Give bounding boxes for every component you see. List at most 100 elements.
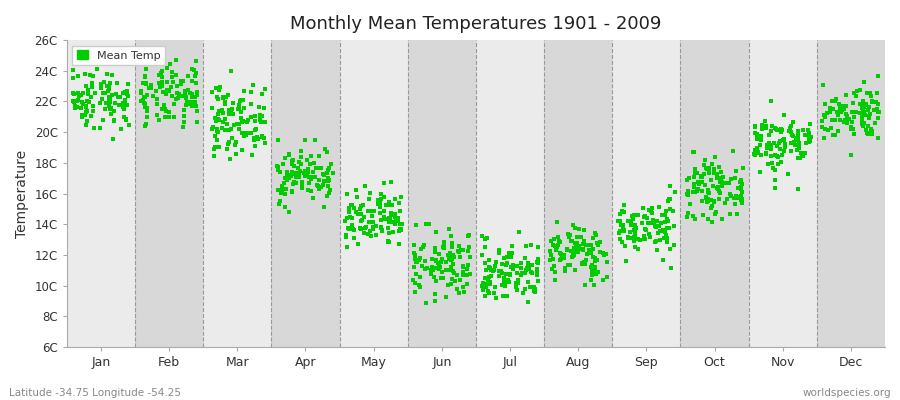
Point xyxy=(496,293,510,300)
Point xyxy=(652,228,667,234)
Point xyxy=(424,267,438,273)
Point xyxy=(519,265,534,272)
Point xyxy=(218,101,232,107)
Point xyxy=(189,80,203,86)
Point xyxy=(450,286,464,292)
Point xyxy=(68,104,82,111)
Point xyxy=(506,262,520,269)
Point xyxy=(165,74,179,80)
Point xyxy=(253,112,267,118)
Point xyxy=(580,242,594,248)
Point xyxy=(393,208,408,214)
Point xyxy=(445,256,459,262)
Point xyxy=(391,218,405,225)
Point xyxy=(846,90,860,96)
Point xyxy=(176,78,191,84)
Point xyxy=(453,277,467,283)
Point xyxy=(758,118,772,124)
Point xyxy=(728,175,742,181)
Point xyxy=(646,217,661,223)
Point xyxy=(759,151,773,158)
Point xyxy=(212,117,226,123)
Point xyxy=(730,194,744,200)
Point xyxy=(284,189,299,196)
Point xyxy=(374,224,388,230)
Point xyxy=(589,267,603,273)
Point xyxy=(152,117,166,123)
Point xyxy=(849,109,863,115)
Point xyxy=(648,223,662,230)
Point xyxy=(683,201,698,208)
Point xyxy=(158,114,172,120)
Point xyxy=(418,242,432,248)
Point xyxy=(138,73,152,79)
Point xyxy=(696,198,710,204)
Point xyxy=(695,188,709,195)
Point xyxy=(859,100,873,107)
Point xyxy=(544,252,558,258)
Point xyxy=(838,117,852,124)
Point xyxy=(220,121,234,127)
Point xyxy=(174,78,188,84)
Point xyxy=(690,170,705,176)
Point xyxy=(576,246,590,253)
Point xyxy=(518,255,533,261)
Point xyxy=(311,153,326,159)
Point xyxy=(583,250,598,256)
Point xyxy=(248,113,263,120)
Point xyxy=(564,238,579,244)
Point xyxy=(519,243,534,249)
Point xyxy=(270,187,284,194)
Point xyxy=(375,228,390,234)
Point xyxy=(285,170,300,177)
Point xyxy=(832,116,847,123)
Point xyxy=(212,111,226,118)
Point xyxy=(615,239,629,245)
Point xyxy=(625,234,639,241)
Point xyxy=(382,239,396,246)
Point xyxy=(224,108,238,114)
Point xyxy=(681,188,696,195)
Point xyxy=(637,213,652,220)
Point xyxy=(85,84,99,90)
Point xyxy=(589,271,603,277)
Point xyxy=(715,179,729,185)
Point xyxy=(491,247,506,254)
Point xyxy=(446,260,460,267)
Point xyxy=(308,174,322,180)
Point xyxy=(768,177,782,184)
Point xyxy=(140,92,155,98)
Point xyxy=(547,263,562,269)
Point xyxy=(280,169,294,175)
Point xyxy=(116,100,130,106)
Point xyxy=(698,194,713,201)
Point xyxy=(728,201,742,207)
Point xyxy=(694,173,708,180)
Point xyxy=(378,202,392,208)
Point xyxy=(791,186,806,192)
Point xyxy=(374,196,389,202)
Point xyxy=(271,166,285,173)
Point xyxy=(350,210,365,217)
Point xyxy=(284,172,298,178)
Point xyxy=(815,82,830,88)
Point xyxy=(503,271,517,277)
Point xyxy=(225,105,239,112)
Point xyxy=(282,209,296,215)
Point xyxy=(232,121,247,128)
Point xyxy=(447,254,462,260)
Point xyxy=(452,243,466,249)
Point xyxy=(649,218,663,224)
Point xyxy=(525,270,539,276)
Point xyxy=(825,117,840,123)
Point xyxy=(834,104,849,111)
Point xyxy=(711,188,725,194)
Point xyxy=(445,276,459,282)
Point xyxy=(658,212,672,218)
Point xyxy=(388,221,402,227)
Point xyxy=(500,277,515,284)
Point xyxy=(502,272,517,278)
Point xyxy=(215,125,230,131)
Point xyxy=(67,91,81,98)
Point xyxy=(108,100,122,106)
